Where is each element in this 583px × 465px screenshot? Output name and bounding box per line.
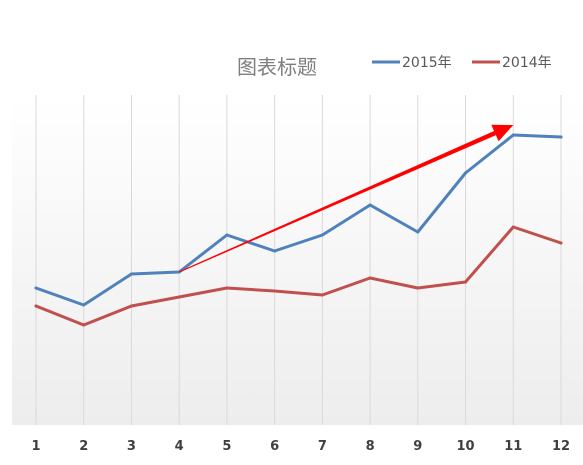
legend: 2015年 2014年 xyxy=(372,55,552,71)
data-point-2014年-5 xyxy=(225,286,229,290)
vertical-gridlines xyxy=(35,95,562,425)
series-line-2015年 xyxy=(34,133,563,307)
data-point-2015年-5 xyxy=(225,233,229,237)
data-point-2014年-6 xyxy=(273,289,277,293)
data-point-2014年-3 xyxy=(129,304,133,308)
data-point-2014年-11 xyxy=(511,225,515,229)
data-point-2015年-12 xyxy=(559,135,563,139)
series-line-2014年 xyxy=(34,225,563,327)
data-point-2015年-1 xyxy=(34,286,38,290)
data-point-2014年-8 xyxy=(368,276,372,280)
x-tick-label-12: 12 xyxy=(552,439,570,454)
series-layer xyxy=(34,133,563,327)
trend-arrow-annotation xyxy=(178,124,514,273)
data-point-2014年-7 xyxy=(320,293,324,297)
data-point-2015年-2 xyxy=(82,303,86,307)
data-point-2015年-8 xyxy=(368,203,372,207)
data-point-2014年-9 xyxy=(416,286,420,290)
series-2015年 xyxy=(34,133,563,307)
data-point-2014年-1 xyxy=(34,304,38,308)
x-tick-label-7: 7 xyxy=(318,439,327,454)
x-tick-label-9: 9 xyxy=(413,439,422,454)
data-point-2015年-3 xyxy=(129,272,133,276)
trend-arrow-head xyxy=(491,124,514,142)
data-point-2015年-10 xyxy=(464,171,468,175)
data-point-2014年-10 xyxy=(464,280,468,284)
data-point-2014年-2 xyxy=(82,323,86,327)
x-tick-label-4: 4 xyxy=(175,439,184,454)
data-point-2015年-6 xyxy=(273,249,277,253)
chart-title: 图表标题 xyxy=(237,55,317,79)
data-point-2015年-7 xyxy=(320,233,324,237)
data-point-2014年-4 xyxy=(177,295,181,299)
data-point-2015年-9 xyxy=(416,230,420,234)
x-tick-label-8: 8 xyxy=(366,439,375,454)
x-tick-label-2: 2 xyxy=(79,439,88,454)
series-2014年 xyxy=(34,225,563,327)
x-tick-label-6: 6 xyxy=(270,439,279,454)
plot-area xyxy=(12,95,583,425)
data-point-2014年-12 xyxy=(559,241,563,245)
legend-label-2014: 2014年 xyxy=(502,55,552,71)
x-tick-label-5: 5 xyxy=(222,439,231,454)
legend-label-2015: 2015年 xyxy=(402,55,452,71)
x-tick-label-10: 10 xyxy=(456,439,474,454)
x-axis: 1 2 3 4 5 6 7 8 9 10 11 12 xyxy=(31,439,570,454)
x-tick-label-11: 11 xyxy=(504,439,522,454)
x-tick-label-3: 3 xyxy=(127,439,136,454)
trend-arrow-shaft xyxy=(178,131,496,273)
x-tick-label-1: 1 xyxy=(31,439,40,454)
data-point-2015年-11 xyxy=(511,133,515,137)
